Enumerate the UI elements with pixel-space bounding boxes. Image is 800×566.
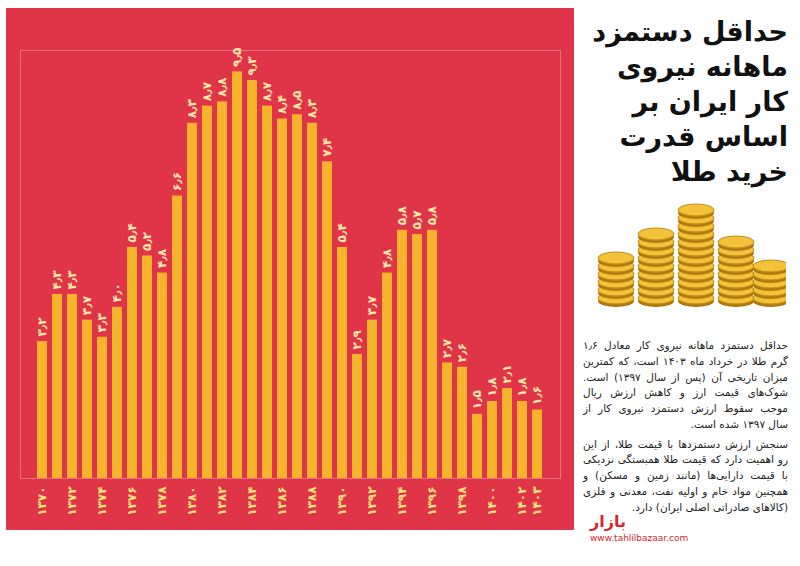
- svg-text:۸٫۵: ۸٫۵: [290, 91, 304, 110]
- svg-text:۱۳۸۶: ۱۳۸۶: [275, 487, 289, 516]
- html-text:حداقل دستمزد ماهانه نیروی کار: حداقل دستمزد ماهانه نیروی کار ایران بر ا…: [592, 16, 788, 188]
- html-text:سنجش ارزش دستمزدها با قیمت طلا: سنجش ارزش دستمزدها با قیمت طلا، از این ر…: [583, 437, 788, 513]
- svg-text:۸٫۷: ۸٫۷: [200, 81, 214, 101]
- svg-text:۱۳۹۴: ۱۳۹۴: [395, 487, 409, 516]
- svg-text:۲٫۷: ۲٫۷: [440, 338, 454, 358]
- html-text:بازار: بازار: [590, 512, 626, 531]
- svg-text:۱۳۷۲: ۱۳۷۲: [65, 486, 79, 516]
- svg-text:۸٫۸: ۸٫۸: [215, 77, 229, 97]
- svg-text:۱۳۷۴: ۱۳۷۴: [95, 487, 109, 516]
- svg-text:۹٫۳: ۹٫۳: [245, 56, 259, 76]
- svg-text:۴٫۸: ۴٫۸: [380, 248, 394, 268]
- svg-text:۱۳۹۸: ۱۳۹۸: [455, 486, 469, 516]
- html-text:www.tahlilbazaar.com: www.tahlilbazaar.com: [590, 533, 689, 543]
- svg-text:۹٫۵: ۹٫۵: [230, 48, 244, 67]
- svg-text:۳٫۳: ۳٫۳: [95, 312, 109, 332]
- svg-text:۵٫۸: ۵٫۸: [425, 205, 439, 225]
- svg-text:۳٫۷: ۳٫۷: [365, 295, 379, 315]
- svg-text:۴٫۳: ۴٫۳: [65, 270, 79, 290]
- svg-text:۵٫۸: ۵٫۸: [395, 205, 409, 225]
- svg-text:۴٫۰: ۴٫۰: [110, 283, 124, 302]
- svg-text:۸٫۴: ۸٫۴: [275, 95, 289, 114]
- svg-text:۵٫۲: ۵٫۲: [140, 231, 154, 251]
- svg-text:۱۳۹۰: ۱۳۹۰: [335, 487, 349, 516]
- svg-text:۳٫۲: ۳٫۲: [35, 317, 49, 337]
- svg-text:۱٫۶: ۱٫۶: [530, 386, 544, 405]
- svg-text:۵٫۷: ۵٫۷: [410, 210, 424, 230]
- svg-text:۱۴۰۰: ۱۴۰۰: [485, 487, 499, 516]
- svg-text:۸٫۳: ۸٫۳: [185, 98, 199, 118]
- svg-text:۱٫۸: ۱٫۸: [515, 377, 529, 397]
- svg-text:۲٫۱: ۲٫۱: [500, 364, 514, 383]
- svg-text:۶٫۶: ۶٫۶: [170, 172, 184, 191]
- svg-text:۱٫۸: ۱٫۸: [485, 377, 499, 397]
- svg-text:۸٫۷: ۸٫۷: [260, 81, 274, 101]
- svg-text:۲٫۹: ۲٫۹: [350, 330, 364, 350]
- svg-text:۱۳۸۴: ۱۳۸۴: [245, 487, 259, 516]
- svg-text:۱۳۷۸: ۱۳۷۸: [155, 486, 169, 516]
- svg-text:۸٫۳: ۸٫۳: [305, 98, 319, 118]
- svg-text:۱۳۹۲: ۱۳۹۲: [365, 486, 379, 516]
- svg-text:۱۳۸۲: ۱۳۸۲: [215, 486, 229, 516]
- svg-text:۵٫۴: ۵٫۴: [125, 223, 139, 242]
- svg-text:۱۳۷۰: ۱۳۷۰: [35, 487, 49, 516]
- svg-text:۱۴۰۳: ۱۴۰۳: [530, 486, 544, 516]
- svg-text:۱۳۹۶: ۱۳۹۶: [425, 487, 439, 516]
- svg-text:۱۳۸۸: ۱۳۸۸: [305, 486, 319, 516]
- svg-text:۱٫۵: ۱٫۵: [470, 390, 484, 409]
- svg-text:۴٫۸: ۴٫۸: [155, 248, 169, 268]
- svg-text:۱۳۸۰: ۱۳۸۰: [185, 487, 199, 516]
- svg-text:۲٫۶: ۲٫۶: [455, 343, 469, 362]
- svg-text:۷٫۴: ۷٫۴: [320, 138, 334, 157]
- svg-text:۵٫۴: ۵٫۴: [335, 223, 349, 242]
- svg-text:۱۳۷۶: ۱۳۷۶: [125, 487, 139, 516]
- svg-text:۳٫۷: ۳٫۷: [80, 295, 94, 315]
- svg-text:۴٫۳: ۴٫۳: [50, 270, 64, 290]
- svg-text:۱۴۰۲: ۱۴۰۲: [515, 486, 529, 516]
- html-text:حداقل دستمزد ماهانه نیروی کار: حداقل دستمزد ماهانه نیروی کار معادل ۱٫۶ …: [583, 339, 788, 430]
